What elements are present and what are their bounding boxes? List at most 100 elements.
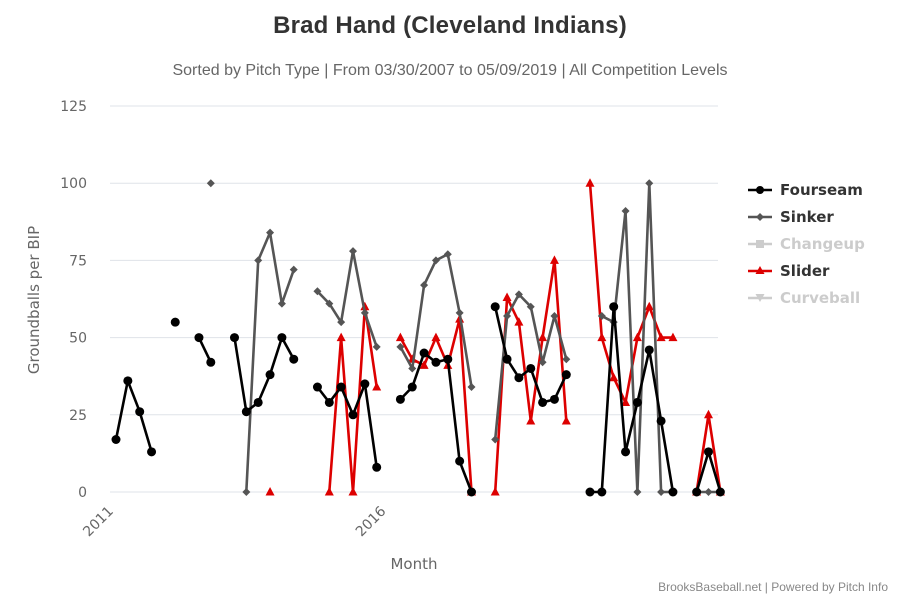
data-point [266,228,275,237]
data-point [526,415,536,425]
legend-triangle-icon [748,265,772,274]
y-tick-label: 100 [60,176,87,192]
data-point [289,354,299,364]
data-point [325,299,334,308]
data-point [644,345,654,355]
data-point [645,179,654,188]
data-point [632,332,642,342]
data-point [372,382,382,391]
data-point [644,301,654,311]
data-point [111,435,121,445]
legend-label: Changeup [780,234,865,253]
x-tick-label: 2016 [353,503,390,540]
data-point [336,382,346,392]
legend-item-curveball[interactable]: Curveball [748,284,865,311]
grid-lines [110,105,718,493]
y-tick-label: 25 [69,408,87,424]
data-point [254,256,263,265]
data-point [503,311,512,320]
data-point [597,311,606,320]
data-point [324,397,334,407]
data-point [526,363,536,373]
data-point [704,447,713,457]
series-line [233,336,295,413]
legend-label: Curveball [780,288,861,307]
data-point [491,435,500,444]
legend-triangle-down-icon [748,293,772,302]
data-point [147,447,157,457]
series-line [197,337,212,363]
data-point [313,287,322,296]
data-point [431,256,440,265]
data-point [420,281,429,290]
data-point [349,247,357,256]
data-point [549,255,559,264]
data-point [443,250,452,259]
data-point [514,317,524,326]
data-point [194,333,204,343]
data-point [585,487,595,497]
data-point [585,178,595,187]
data-point [312,382,322,392]
data-point [514,290,523,299]
data-point [395,332,405,342]
data-point [419,348,429,358]
data-point [241,407,251,417]
data-point [230,333,239,343]
legend-item-sinker[interactable]: Sinker [748,203,865,230]
data-point [360,308,369,317]
data-point [514,373,524,383]
data-point [549,394,559,404]
data-point [242,488,251,496]
data-point [550,311,559,320]
data-point [621,447,631,457]
legend-label: Fourseam [780,180,863,199]
data-point [419,360,429,369]
y-tick-label: 125 [60,99,87,115]
legend-circle-icon [748,185,772,194]
data-point [597,332,607,342]
data-point [668,487,678,497]
data-point [668,332,678,342]
data-point [502,292,512,301]
data-point [336,332,346,342]
data-point [431,332,441,342]
x-axis-label: Month [390,555,437,573]
data-point [621,206,630,215]
data-point [621,397,631,406]
credit-text: BrooksBaseball.net | Powered by Pitch In… [658,580,888,594]
legend-item-slider[interactable]: Slider [748,257,865,284]
data-point [372,462,382,472]
data-point [597,487,607,497]
data-point [538,358,547,367]
data-point [632,397,642,407]
data-point [561,415,571,425]
data-point [348,487,358,496]
data-point [656,332,666,342]
legend-item-fourseam[interactable]: Fourseam [748,176,865,203]
data-point [277,299,286,308]
data-point [704,409,713,419]
data-point [657,488,666,496]
data-point [206,357,216,367]
data-point [467,487,476,497]
y-tick-label: 0 [78,485,87,501]
series-line [245,231,296,493]
data-point [265,487,275,496]
series-line [399,351,473,493]
legend-label: Slider [780,261,830,280]
data-point [609,372,619,382]
data-point [170,317,180,327]
data-point [123,376,133,386]
legend-item-changeup[interactable]: Changeup [748,230,865,257]
data-point [431,357,441,367]
y-axis-ticks: 0 25 50 75 100 125 [60,99,87,501]
data-point [408,364,417,373]
data-point [253,397,263,407]
data-point [395,394,405,404]
data-point [455,456,465,466]
data-point [455,308,464,317]
data-point [538,397,548,407]
chart-subtitle: Sorted by Pitch Type | From 03/30/2007 t… [172,62,728,79]
